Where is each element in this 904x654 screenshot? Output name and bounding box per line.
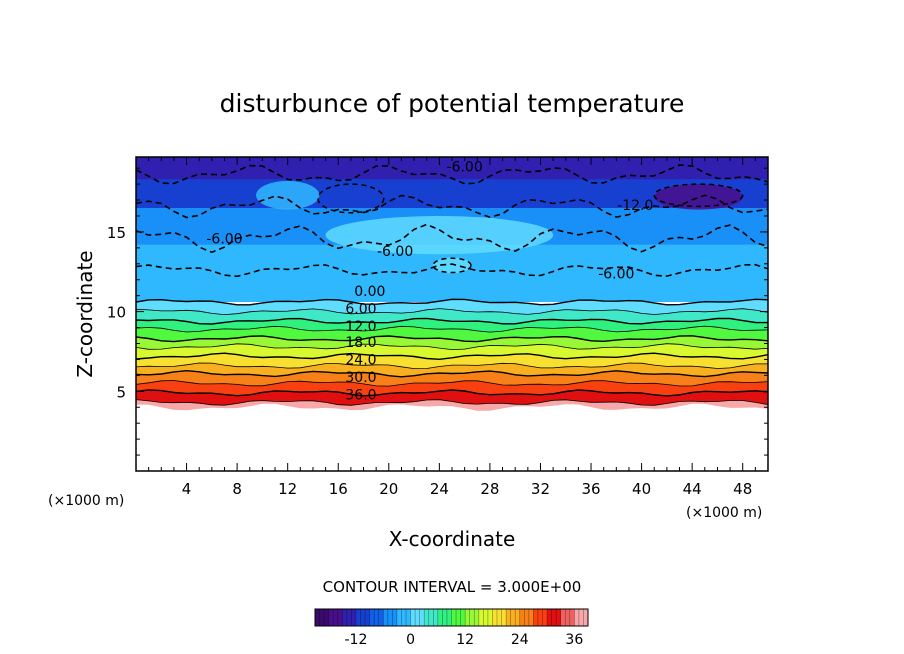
colorbar-swatch <box>437 609 452 626</box>
field-blob <box>433 257 471 274</box>
contour-line <box>136 399 768 406</box>
colorbar-swatch <box>506 609 521 626</box>
colorbar: -12 0 12 24 36 <box>314 608 589 648</box>
colorbar-swatch <box>478 609 493 626</box>
chart-title: disturbunce of potential temperature <box>220 89 685 118</box>
contour-line-negative <box>136 164 768 185</box>
colorbar-tick-label: -12 <box>345 632 368 648</box>
colorbar-ticks: -12 0 12 24 36 <box>345 632 584 648</box>
field-blob <box>654 184 743 210</box>
contour-label: 24.0 <box>345 352 376 368</box>
contour-lines <box>136 164 768 406</box>
contour-line-negative <box>136 263 768 278</box>
colorbar-swatch <box>492 609 507 626</box>
colorbar-tick-label: 36 <box>565 632 583 648</box>
y-tick-label: 15 <box>107 224 126 242</box>
colorbar-frame <box>314 608 589 627</box>
colorbar-tick-label: 24 <box>511 632 529 648</box>
field-blob <box>689 260 720 274</box>
contour-label: -6.00 <box>598 266 634 282</box>
colorbar-swatch <box>465 609 480 626</box>
contour-line <box>136 308 768 316</box>
x-tick-label: 20 <box>379 480 398 498</box>
contour-label: -12.0 <box>617 198 653 214</box>
contour-label: -6.00 <box>377 244 413 260</box>
contour-line <box>136 298 768 306</box>
field-coldest-band <box>136 157 768 180</box>
contour-label: -6.00 <box>206 231 242 247</box>
contour-line-closed <box>653 183 744 208</box>
contour-line-closed <box>432 257 472 274</box>
colorbar-swatch <box>328 609 343 626</box>
x-tick-label: 4 <box>182 480 192 498</box>
colorbar-swatch <box>574 609 589 626</box>
colorbar-swatch <box>533 609 548 626</box>
colorbar-swatch <box>369 609 384 626</box>
x-tick-label: 36 <box>581 480 600 498</box>
contour-fills <box>136 157 768 471</box>
x-tick-label: 8 <box>232 480 242 498</box>
contour-line-closed <box>317 183 385 214</box>
x-tick-label: 16 <box>329 480 348 498</box>
y-tick-label: 10 <box>107 304 126 322</box>
colorbar-swatch <box>410 609 425 626</box>
contour-line <box>136 389 768 397</box>
y-axis-ticks: 5 10 15 <box>107 167 768 456</box>
x-tick-label: 28 <box>480 480 499 498</box>
contour-label: 12.0 <box>345 319 376 335</box>
x-tick-label: 12 <box>278 480 297 498</box>
contour-line <box>136 335 768 343</box>
contour-line <box>136 317 768 325</box>
x-tick-label: 32 <box>531 480 550 498</box>
colorbar-swatch <box>355 609 371 626</box>
plot-area: -6.00 -12.0 -6.00 -6.00 -6.00 0.006.00 12.018.… <box>107 156 769 498</box>
colorbar-tick-label: 0 <box>406 632 415 648</box>
contour-line <box>136 352 768 361</box>
x-tick-label: 40 <box>632 480 651 498</box>
colorbar-swatch <box>451 609 466 626</box>
x-tick-label: 44 <box>683 480 702 498</box>
colorbar-swatch <box>424 609 439 626</box>
contour-label: 0.00 <box>354 284 385 300</box>
contour-label: -6.00 <box>447 160 483 176</box>
x-axis-ticks: 4 8 12 16 20 24 28 32 36 40 44 48 <box>148 157 756 498</box>
colorbar-tick-label: 12 <box>456 632 474 648</box>
no-data-region <box>136 403 768 471</box>
contour-line <box>136 325 768 333</box>
y-axis-title: Z-coordinate <box>73 250 97 377</box>
x-tick-label: 24 <box>430 480 449 498</box>
colorbar-swatch <box>396 609 412 626</box>
contour-line <box>136 362 768 370</box>
contour-label: 30.0 <box>345 370 376 386</box>
contour-line <box>136 369 768 378</box>
contour-line-negative <box>136 194 768 219</box>
field-blob <box>256 180 320 210</box>
contour-interval-note: CONTOUR INTERVAL = 3.000E+00 <box>323 578 582 596</box>
contour-label: 6.00 <box>345 301 376 317</box>
contour-labels: -6.00 -12.0 -6.00 -6.00 -6.00 0.006.00 12.018.… <box>206 160 653 404</box>
colorbar-swatch <box>519 609 534 626</box>
contour-line-negative <box>136 223 768 254</box>
colorbar-swatches <box>315 609 589 626</box>
y-tick-label: 5 <box>116 383 126 401</box>
contour-line <box>136 380 768 387</box>
colorbar-swatch <box>547 609 562 626</box>
y-axis-unit: (×1000 m) <box>48 493 124 509</box>
x-tick-label: 48 <box>733 480 752 498</box>
contour-line <box>136 343 768 351</box>
contour-label: 18.0 <box>345 335 376 351</box>
contour-label: 36.0 <box>345 387 376 403</box>
colorbar-swatch <box>560 609 575 626</box>
x-axis-unit: (×1000 m) <box>686 505 762 521</box>
x-axis-title: X-coordinate <box>389 527 516 551</box>
colorbar-swatch <box>315 609 330 626</box>
colorbar-swatch <box>342 609 357 626</box>
colorbar-swatch <box>383 609 398 626</box>
